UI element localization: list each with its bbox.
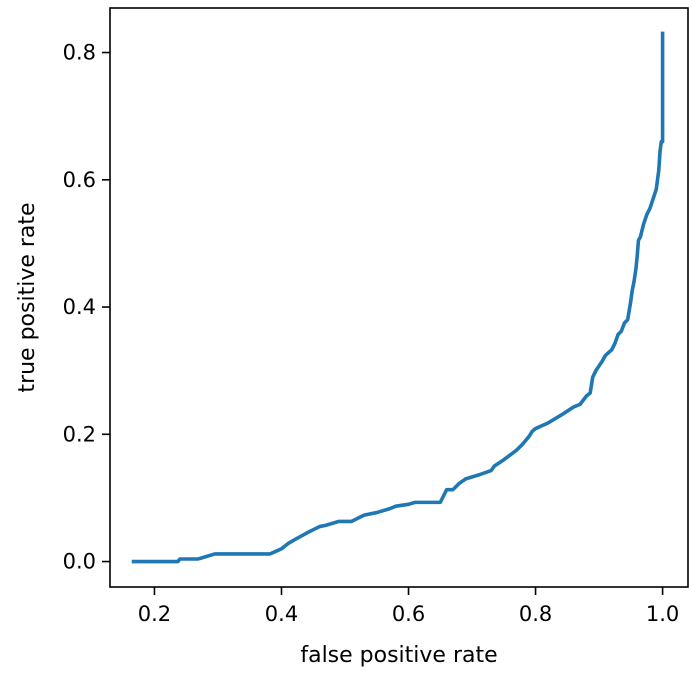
x-tick-label: 0.6 — [392, 602, 425, 626]
y-axis-ticks: 0.0 0.2 0.4 0.6 0.8 — [63, 41, 110, 574]
y-axis-label: true positive rate — [15, 202, 40, 392]
y-tick-label: 0.2 — [63, 422, 96, 446]
x-axis-label: false positive rate — [300, 643, 497, 668]
y-tick-label: 0.8 — [63, 41, 96, 65]
plot-frame — [109, 7, 689, 588]
y-tick-label: 0.4 — [63, 295, 96, 319]
roc-curve-line — [131, 31, 665, 564]
x-tick-label: 0.4 — [265, 602, 298, 626]
x-tick-label: 0.2 — [138, 602, 171, 626]
y-tick-label: 0.6 — [63, 168, 96, 192]
y-tick-label: 0.0 — [63, 550, 96, 574]
x-axis-ticks: 0.2 0.4 0.6 0.8 1.0 — [138, 587, 679, 626]
x-tick-label: 1.0 — [646, 602, 679, 626]
x-tick-label: 0.8 — [519, 602, 552, 626]
